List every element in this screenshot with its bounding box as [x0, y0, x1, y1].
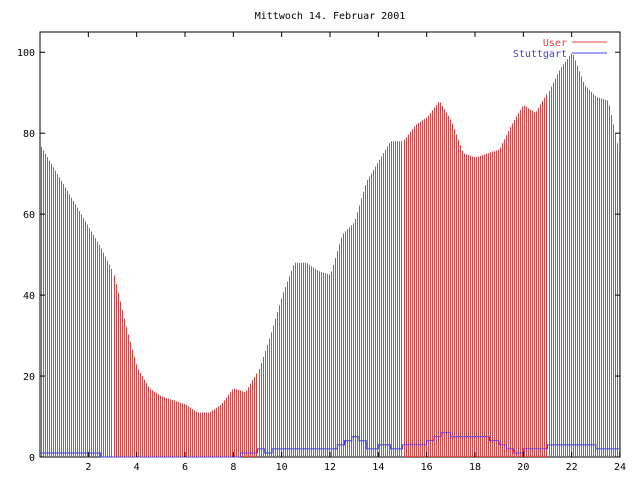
y-tick-label: 40: [23, 291, 35, 302]
x-tick-label: 14: [372, 462, 384, 473]
x-tick-label: 10: [276, 462, 288, 473]
x-tick-label: 2: [85, 462, 91, 473]
x-tick-label: 18: [469, 462, 481, 473]
x-tick-label: 8: [230, 462, 236, 473]
y-tick-label: 80: [23, 129, 35, 140]
stuttgart-path: [40, 432, 620, 458]
y-tick-label: 60: [23, 210, 35, 221]
stuttgart-line: [40, 432, 620, 458]
user-bars: [41, 53, 620, 457]
x-tick-label: 16: [421, 462, 433, 473]
legend-label: Stuttgart: [513, 49, 567, 60]
x-tick-label: 22: [566, 462, 578, 473]
y-tick-label: 0: [29, 453, 35, 464]
legend-label: User: [543, 38, 567, 49]
x-tick-label: 12: [324, 462, 336, 473]
y-tick-label: 20: [23, 372, 35, 383]
chart-title: Mittwoch 14. Februar 2001: [255, 11, 406, 22]
y-tick-label: 100: [17, 48, 35, 59]
x-tick-label: 6: [182, 462, 188, 473]
x-tick-label: 20: [517, 462, 529, 473]
x-tick-label: 24: [614, 462, 626, 473]
x-tick-label: 4: [134, 462, 140, 473]
